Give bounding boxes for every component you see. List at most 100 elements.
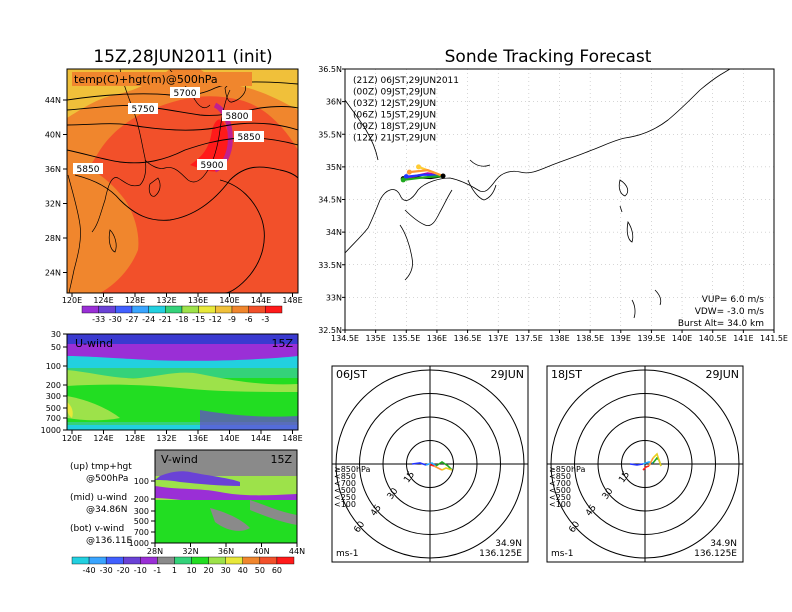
- hodo-date: 29JUN: [490, 368, 524, 381]
- vwind-ytick-label: 200: [134, 495, 149, 504]
- track-endpoint: [416, 164, 422, 170]
- uwind-yellow-spot: [67, 402, 73, 418]
- param-vdw: VDW= -3.0 m/s: [695, 307, 765, 317]
- tracking-xtick-label: 134.5E: [331, 334, 359, 343]
- vwind-ytick-label: 100: [134, 477, 149, 486]
- vwind-colorbar-label: -20: [117, 566, 130, 575]
- main-colorbar-cell: [248, 305, 266, 314]
- tracking-ytick-label: 32.5N: [318, 326, 342, 335]
- contour-label-5850-west: 5850: [73, 163, 103, 175]
- hodo-legend-entry: <850: [549, 472, 571, 481]
- tracking-xtick-label: 138E: [549, 334, 569, 343]
- main-colorbar-label: -9: [228, 315, 236, 324]
- tracking-xtick-label: 137E: [488, 334, 508, 343]
- tracking-ytick-label: 34N: [326, 228, 342, 237]
- svg-text:5700: 5700: [174, 89, 197, 99]
- uwind-time: 15Z: [271, 337, 293, 350]
- vwind-colorbar-cell: [105, 556, 124, 565]
- main-colorbar-label: -12: [209, 315, 222, 324]
- tracking-ytick-label: 33.5N: [318, 261, 342, 270]
- uwind-band-top: [67, 334, 298, 344]
- hodo-trace: [411, 462, 427, 466]
- vwind-colorbar: -40 -30 -20 -10 -1 1 10 20 30 40 50 60: [71, 556, 295, 575]
- vwind-xtick-label: 40N: [253, 547, 269, 556]
- vwind-title: V-wind: [161, 453, 198, 466]
- contour-label-5800: 5800: [222, 110, 252, 122]
- svg-text:5750: 5750: [132, 105, 155, 115]
- main-xtick-label: 148E: [282, 296, 302, 305]
- tracking-xtick-label: 136.5E: [454, 334, 482, 343]
- main-colorbar-cell: [115, 305, 133, 314]
- vwind-colorbar-label: -10: [134, 566, 147, 575]
- vwind-colorbar-label: -40: [83, 566, 96, 575]
- vwind-colorbar-cell: [225, 556, 243, 565]
- vwind-jet: [155, 471, 240, 486]
- launch-site-marker: [440, 173, 446, 179]
- main-map-panel: 15Z,28JUN2011 (init): [45, 47, 303, 324]
- hodo-legend-entry: <700: [549, 479, 571, 488]
- main-colorbar-label: -30: [109, 315, 122, 324]
- vwind-ytick-label: 700: [134, 528, 149, 537]
- vwind-colorbar-label: 1: [172, 566, 177, 575]
- main-colorbar-cell: [98, 305, 116, 314]
- hodo-unit: ms-1: [336, 549, 358, 559]
- note-up-a: (up) tmp+hgt: [70, 462, 132, 472]
- tracking-xtick-label: 139.5E: [637, 334, 665, 343]
- uwind-ytick-label: 100: [46, 362, 61, 371]
- tracking-launch-legend: (21Z) 06JST,29JUN2011(00Z) 09JST,29JUN(0…: [353, 76, 459, 144]
- uwind-xtick-label: 148E: [282, 434, 302, 443]
- vwind-ytick-label: 300: [134, 507, 149, 516]
- main-colorbar-label: -27: [125, 315, 138, 324]
- vwind-colorbar-label: 10: [186, 566, 196, 575]
- tracking-ytick-label: 36.5N: [318, 65, 342, 74]
- tracking-ytick-label: 33N: [326, 293, 342, 302]
- uwind-xtick-label: 136E: [188, 434, 208, 443]
- main-xtick-label: 128E: [125, 296, 145, 305]
- main-map-title: 15Z,28JUN2011 (init): [93, 47, 272, 67]
- main-colorbar-label: -6: [245, 315, 253, 324]
- uwind-xtick-label: 144E: [251, 434, 271, 443]
- main-colorbar-cell: [165, 305, 183, 314]
- tracking-ytick-label: 36N: [326, 98, 342, 107]
- track-line: [403, 174, 444, 182]
- main-xtick-label: 136E: [188, 296, 208, 305]
- uwind-ytick-label: 700: [46, 414, 61, 423]
- main-colorbar-cell: [148, 305, 166, 314]
- vwind-xtick-label: 36N: [218, 547, 234, 556]
- param-burst: Burst Alt= 34.0 km: [678, 319, 764, 329]
- note-mid-b: @34.86N: [86, 505, 128, 515]
- hodo-legend-entry: <500: [549, 486, 571, 495]
- main-colorbar-label: -18: [175, 315, 188, 324]
- tracking-ytick-label: 34.5N: [318, 196, 342, 205]
- note-bot-b: @136.11E: [86, 536, 132, 546]
- main-colorbar-label: -15: [192, 315, 205, 324]
- note-bot-a: (bot) v-wind: [70, 524, 124, 534]
- contour-label-5900: 5900: [197, 159, 227, 171]
- hodo-trace: [429, 463, 435, 467]
- uwind-xtick-label: 132E: [156, 434, 176, 443]
- contour-label-5850-east: 5850: [234, 131, 264, 143]
- warm-band-north: [67, 69, 298, 205]
- main-xtick-label: 132E: [156, 296, 176, 305]
- uwind-lower-lime: [67, 396, 120, 421]
- vwind-colorbar-cell: [71, 556, 90, 565]
- vwind-colorbar-cell: [208, 556, 226, 565]
- main-colorbar-cell: [265, 305, 283, 314]
- vwind-colorbar-label: -1: [153, 566, 161, 575]
- uwind-x-ticks: 120E 124E 128E 132E 136E 140E 144E 148E: [62, 430, 303, 443]
- main-colorbar-label: -21: [159, 315, 172, 324]
- track-endpoint: [400, 177, 406, 183]
- vwind-colorbar-cell: [157, 556, 175, 565]
- note-mid-a: (mid) u-wind: [70, 493, 127, 503]
- tracking-xtick-label: 140.5E: [699, 334, 727, 343]
- main-ytick-label: 36N: [45, 165, 61, 174]
- vwind-time: 15Z: [270, 453, 292, 466]
- main-colorbar-label: -33: [92, 315, 105, 324]
- svg-text:5800: 5800: [226, 112, 249, 122]
- hodo-trace: [648, 457, 654, 467]
- main-colorbar-label: -24: [142, 315, 155, 324]
- hodo-legend-entry: <100: [334, 500, 356, 509]
